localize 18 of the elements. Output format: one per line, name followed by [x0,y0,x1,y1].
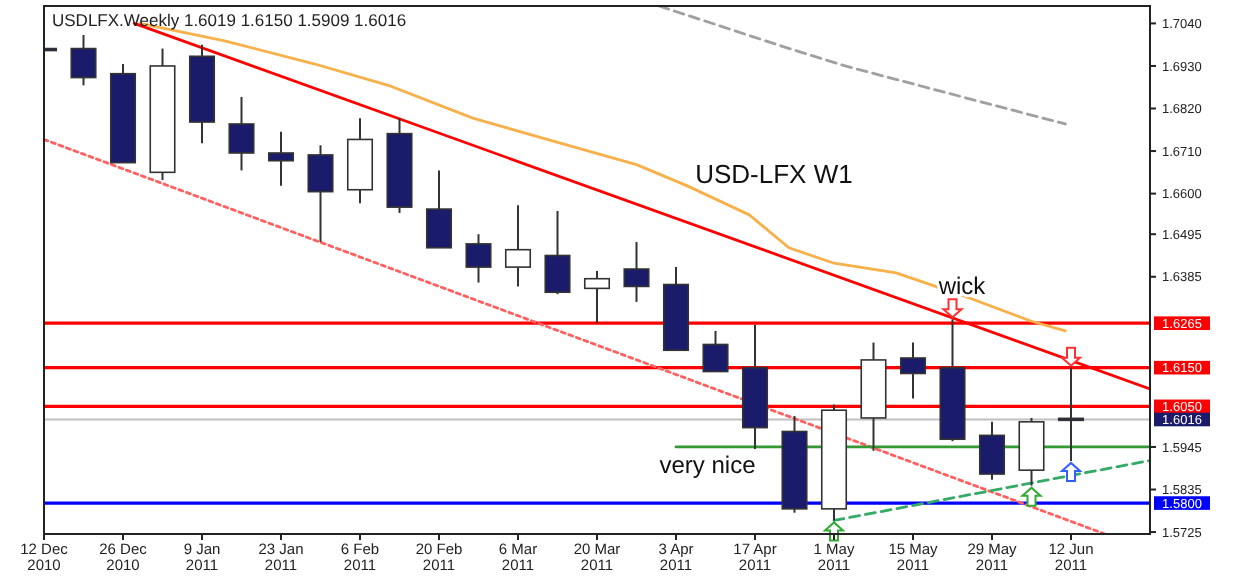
candlestick [504,204,532,288]
candlestick [465,233,492,284]
candlestick [228,95,255,172]
annotation: wick [936,271,988,300]
chart-title: USDLFX.Weekly 1.6019 1.6150 1.5909 1.6016 [52,10,407,30]
candlestick [978,420,1006,481]
candlestick [899,341,927,400]
candlestick [70,34,97,87]
line-series [657,6,1067,126]
candlestick [544,210,571,296]
candlestick [702,329,729,373]
annotation: very nice [659,451,757,480]
candlestick [267,130,295,187]
candlestick [623,240,650,303]
candlestick [307,144,334,243]
annotation: USD-LFX W1 [695,159,853,190]
candlestick [425,169,453,249]
candlestick [583,269,611,325]
